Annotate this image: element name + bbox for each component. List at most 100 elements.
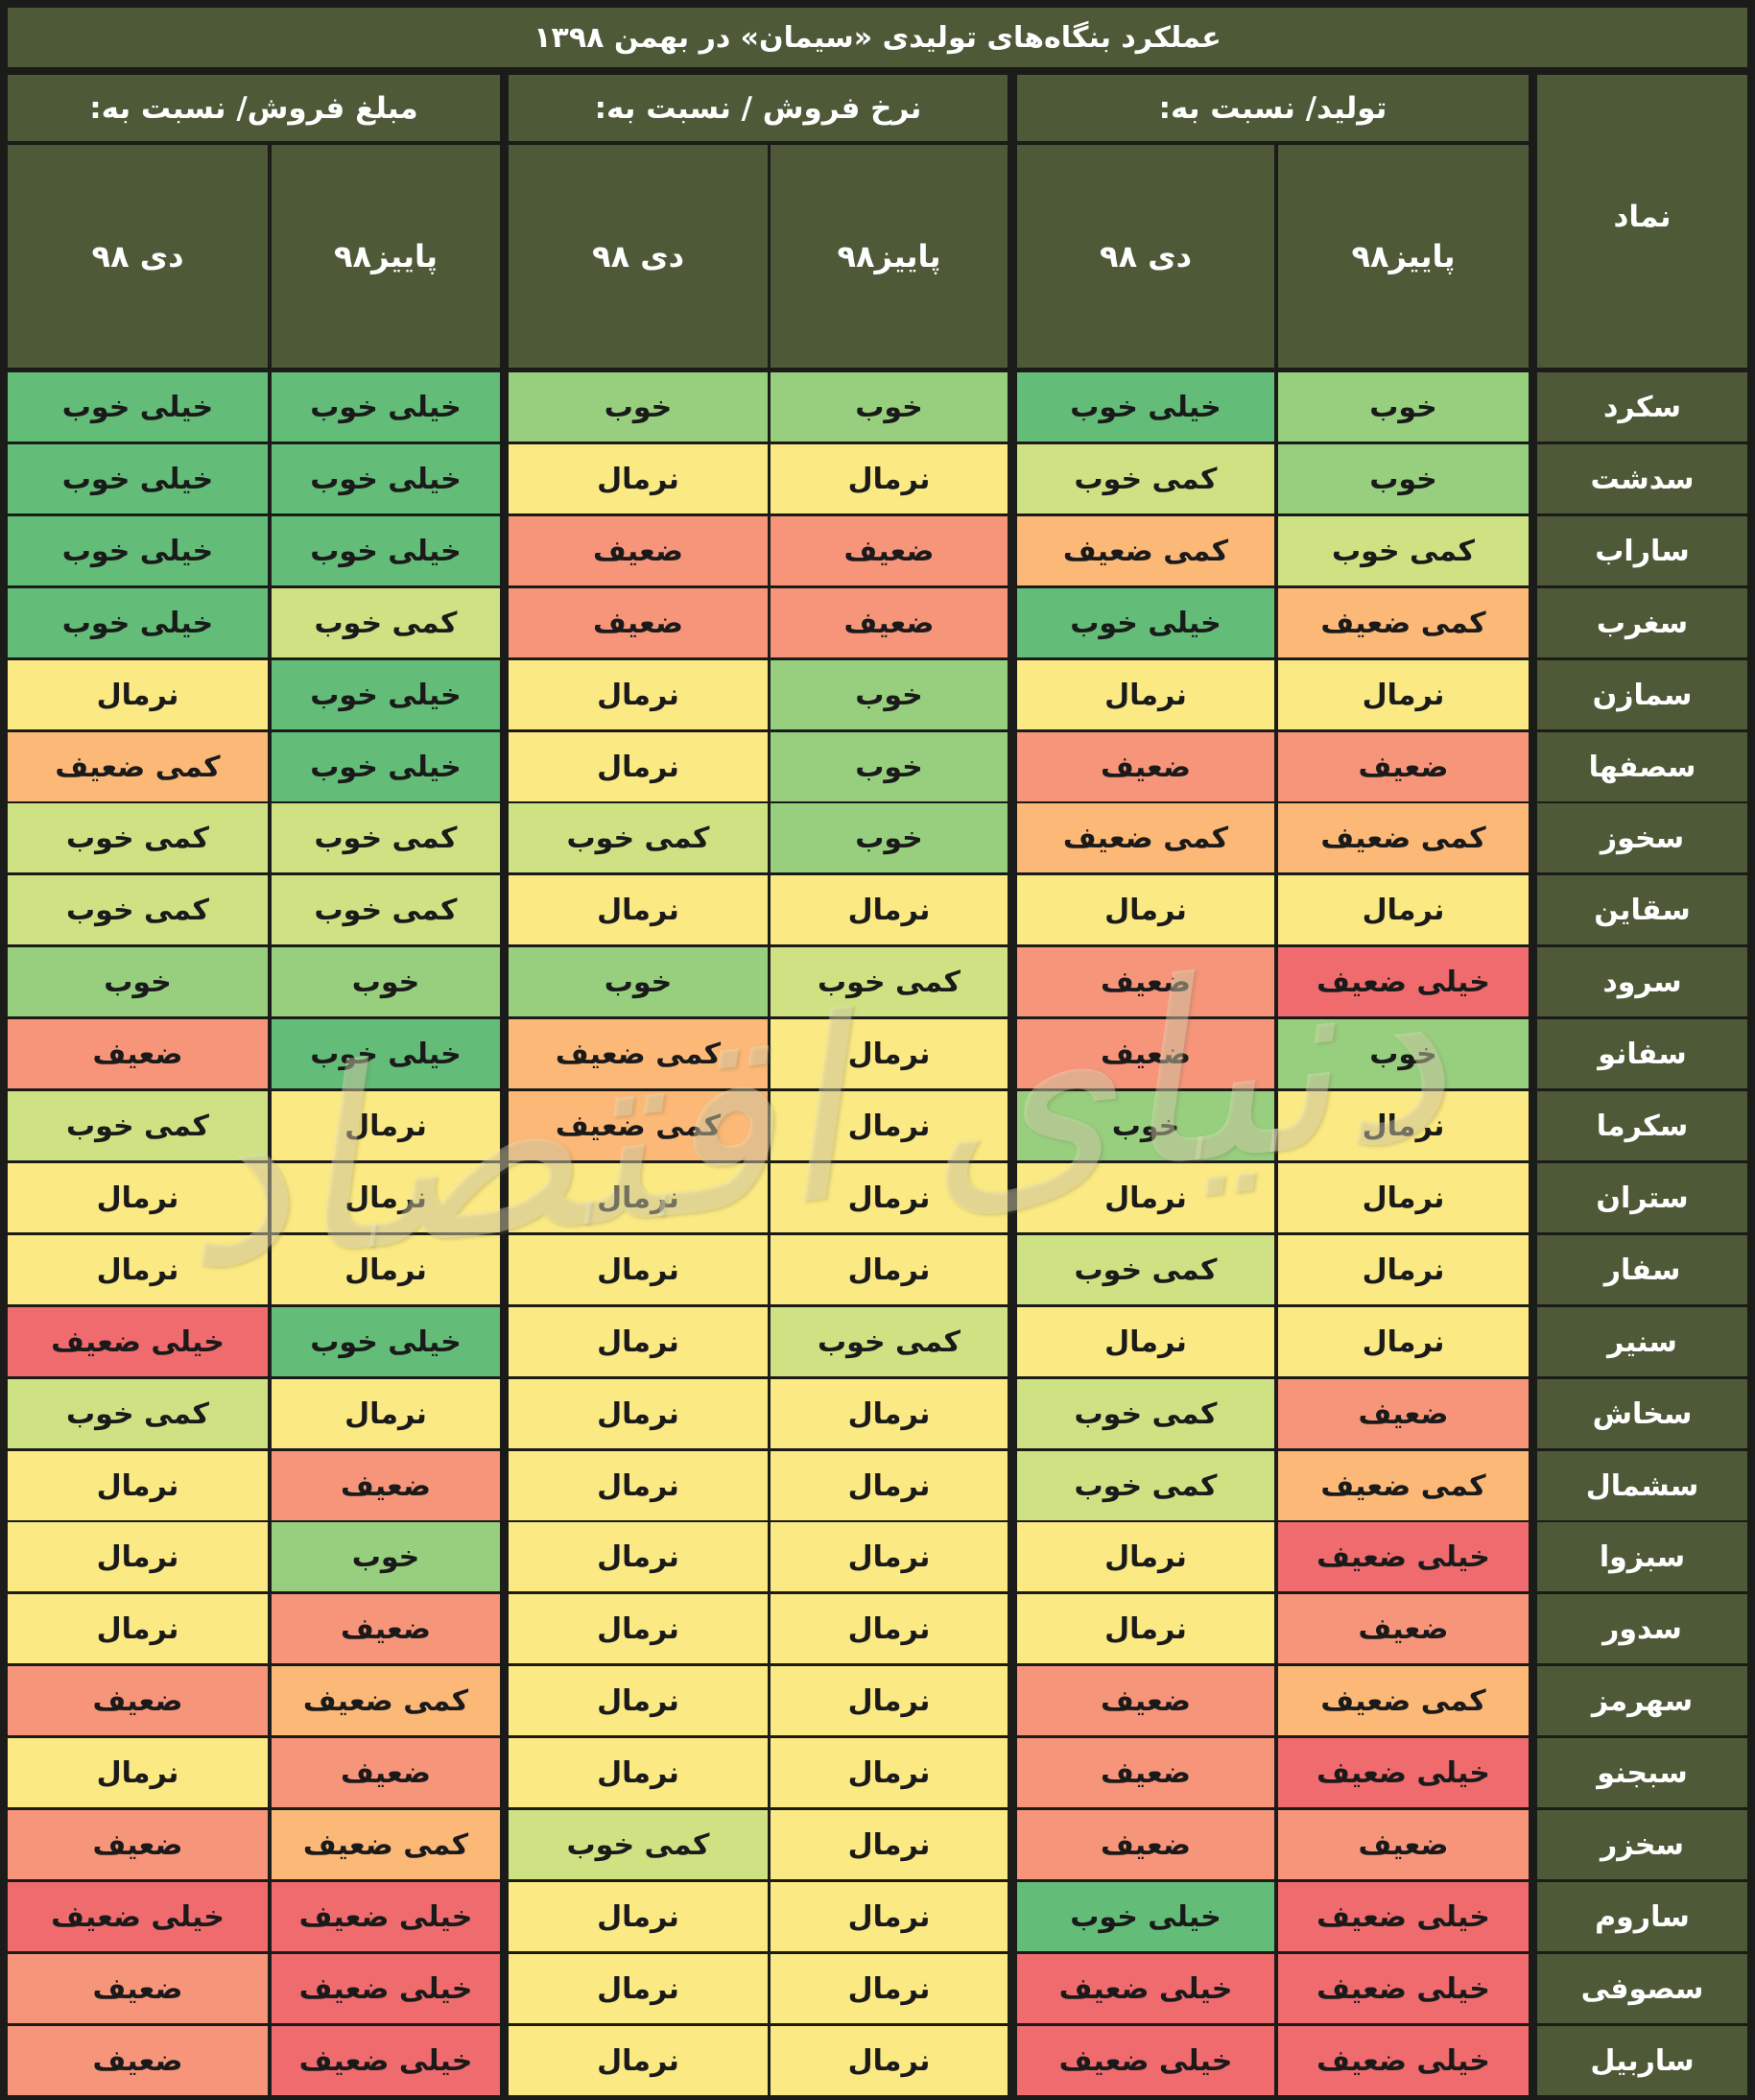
row-symbol: سشمال <box>1537 1451 1747 1520</box>
rating-cell: کمی خوب <box>771 1307 1008 1376</box>
rating-cell: کمی ضعیف <box>509 1091 768 1160</box>
rating-cell: نرمال <box>771 1954 1008 2023</box>
rating-cell: ضعیف <box>1278 1379 1529 1448</box>
rating-cell: خیلی خوب <box>272 660 500 729</box>
row-symbol: سصوفی <box>1537 1954 1747 2023</box>
rating-cell: نرمال <box>509 1307 768 1376</box>
row-symbol: ساروم <box>1537 1882 1747 1951</box>
rating-cell: کمی ضعیف <box>272 1810 500 1879</box>
rating-cell: خوب <box>771 732 1008 801</box>
rating-cell: ضعیف <box>8 1666 268 1735</box>
rating-cell: نرمال <box>1278 875 1529 944</box>
rating-cell: نرمال <box>1278 1163 1529 1232</box>
group-header: تولید/ نسبت به: <box>1017 75 1529 141</box>
rating-cell: خیلی ضعیف <box>1278 947 1529 1016</box>
row-symbol: سبجنو <box>1537 1738 1747 1807</box>
row-symbol: ساراب <box>1537 516 1747 585</box>
rating-cell: کمی خوب <box>8 875 268 944</box>
rating-cell: ضعیف <box>1278 1594 1529 1663</box>
rating-cell: خیلی خوب <box>1017 1882 1274 1951</box>
rating-cell: نرمال <box>509 732 768 801</box>
rating-cell: نرمال <box>771 1163 1008 1232</box>
column-subheader: پاییز۹۸ <box>771 145 1008 368</box>
rating-cell: نرمال <box>509 1594 768 1663</box>
rating-cell: خوب <box>771 660 1008 729</box>
rating-cell: خوب <box>272 947 500 1016</box>
row-symbol: سقاین <box>1537 875 1747 944</box>
column-subheader: دی ۹۸ <box>1017 145 1274 368</box>
rating-cell: نرمال <box>8 1235 268 1304</box>
rating-cell: نرمال <box>771 1522 1008 1591</box>
rating-cell: کمی خوب <box>509 1810 768 1879</box>
row-symbol: سهرمز <box>1537 1666 1747 1735</box>
rating-cell: کمی خوب <box>1017 444 1274 513</box>
row-symbol: سمازن <box>1537 660 1747 729</box>
rating-cell: کمی ضعیف <box>8 732 268 801</box>
rating-cell: نرمال <box>771 875 1008 944</box>
rating-cell: ضعیف <box>1017 732 1274 801</box>
table-title: عملکرد بنگاه‌های تولیدی «سیمان» در بهمن … <box>8 8 1747 67</box>
rating-cell: کمی خوب <box>8 1091 268 1160</box>
rating-cell: خیلی ضعیف <box>1278 1522 1529 1591</box>
rating-cell: نرمال <box>272 1163 500 1232</box>
rating-cell: خیلی خوب <box>1017 372 1274 441</box>
rating-cell: نرمال <box>509 444 768 513</box>
rating-cell: ضعیف <box>509 588 768 657</box>
rating-cell: کمی خوب <box>8 1379 268 1448</box>
rating-cell: نرمال <box>771 1235 1008 1304</box>
rating-cell: خوب <box>1017 1091 1274 1160</box>
rating-cell: کمی خوب <box>771 947 1008 1016</box>
rating-cell: نرمال <box>1278 1235 1529 1304</box>
rating-cell: خیلی خوب <box>272 516 500 585</box>
rating-cell: خیلی خوب <box>272 444 500 513</box>
row-symbol: ستران <box>1537 1163 1747 1232</box>
rating-cell: نرمال <box>1017 660 1274 729</box>
rating-cell: ضعیف <box>1017 1738 1274 1807</box>
row-symbol: سخاش <box>1537 1379 1747 1448</box>
rating-cell: نرمال <box>509 1379 768 1448</box>
rating-cell: نرمال <box>771 2026 1008 2095</box>
rating-cell: ضعیف <box>1017 1019 1274 1088</box>
rating-cell: کمی خوب <box>272 803 500 872</box>
rating-cell: نرمال <box>272 1235 500 1304</box>
rating-cell: خیلی ضعیف <box>272 1954 500 2023</box>
rating-cell: ضعیف <box>8 1810 268 1879</box>
rating-cell: خوب <box>771 803 1008 872</box>
column-subheader: دی ۹۸ <box>8 145 268 368</box>
symbol-header: نماد <box>1537 75 1747 368</box>
rating-cell: خیلی ضعیف <box>8 1882 268 1951</box>
rating-cell: ضعیف <box>272 1738 500 1807</box>
row-symbol: سفانو <box>1537 1019 1747 1088</box>
rating-cell: خیلی ضعیف <box>8 1307 268 1376</box>
rating-cell: نرمال <box>272 1091 500 1160</box>
rating-cell: ضعیف <box>8 2026 268 2095</box>
rating-cell: نرمال <box>8 1522 268 1591</box>
rating-cell: نرمال <box>771 1091 1008 1160</box>
rating-cell: کمی خوب <box>272 875 500 944</box>
rating-cell: نرمال <box>771 1594 1008 1663</box>
rating-cell: کمی خوب <box>8 803 268 872</box>
rating-cell: خیلی خوب <box>272 1019 500 1088</box>
rating-cell: نرمال <box>509 1235 768 1304</box>
rating-cell: نرمال <box>509 1738 768 1807</box>
rating-cell: نرمال <box>509 2026 768 2095</box>
rating-cell: خیلی خوب <box>8 444 268 513</box>
rating-cell: نرمال <box>771 1666 1008 1735</box>
rating-cell: کمی خوب <box>1278 516 1529 585</box>
rating-cell: نرمال <box>771 444 1008 513</box>
rating-cell: خیلی ضعیف <box>272 1882 500 1951</box>
rating-cell: خوب <box>1278 372 1529 441</box>
rating-cell: نرمال <box>771 1738 1008 1807</box>
rating-cell: کمی ضعیف <box>509 1019 768 1088</box>
rating-cell: کمی ضعیف <box>1278 1451 1529 1520</box>
rating-cell: خیلی ضعیف <box>1278 1954 1529 2023</box>
row-symbol: ساربیل <box>1537 2026 1747 2095</box>
rating-cell: خیلی ضعیف <box>1278 2026 1529 2095</box>
row-symbol: سخوز <box>1537 803 1747 872</box>
row-symbol: سفار <box>1537 1235 1747 1304</box>
rating-cell: نرمال <box>1017 1594 1274 1663</box>
rating-cell: کمی ضعیف <box>1278 1666 1529 1735</box>
rating-cell: خوب <box>509 372 768 441</box>
row-symbol: سغرب <box>1537 588 1747 657</box>
